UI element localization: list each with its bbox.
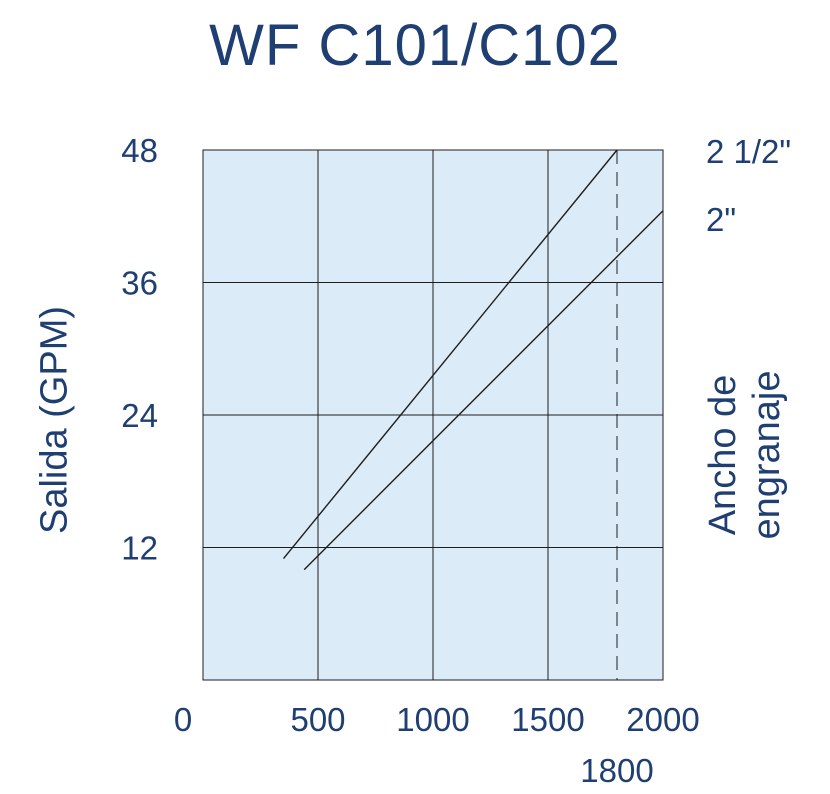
series-label-1: 2" <box>706 201 736 238</box>
series-labels: 2 1/2" 2" <box>706 133 791 238</box>
y-tick-label: 24 <box>121 397 158 434</box>
y-tick-label: 12 <box>121 530 158 567</box>
y-axis-label: Salida (GPM) <box>33 305 76 535</box>
x-tick-label: 1500 <box>511 701 584 738</box>
grid <box>203 150 663 680</box>
gear-width-label-line1: Ancho de <box>702 374 744 536</box>
gear-width-label: Ancho de engranaje <box>701 370 789 539</box>
x-tick-label: 1000 <box>396 701 469 738</box>
x-tick-label: 2000 <box>626 701 699 738</box>
series-line-1 <box>303 210 664 571</box>
x-axis-ticks: 0 500 1000 1500 2000 1800 <box>174 701 700 789</box>
y-axis-ticks: 12 24 36 48 <box>121 132 158 567</box>
gear-width-label-line2: engranaje <box>746 370 788 540</box>
series-line-0 <box>282 149 618 559</box>
y-tick-label: 36 <box>121 265 158 302</box>
marker-line-label: 1800 <box>580 752 653 789</box>
series-label-0: 2 1/2" <box>706 133 791 170</box>
y-tick-label: 48 <box>121 132 158 169</box>
series-lines <box>282 149 664 571</box>
chart-title: WF C101/C102 <box>209 13 621 78</box>
x-tick-label: 500 <box>290 701 345 738</box>
x-tick-label: 0 <box>174 701 192 738</box>
